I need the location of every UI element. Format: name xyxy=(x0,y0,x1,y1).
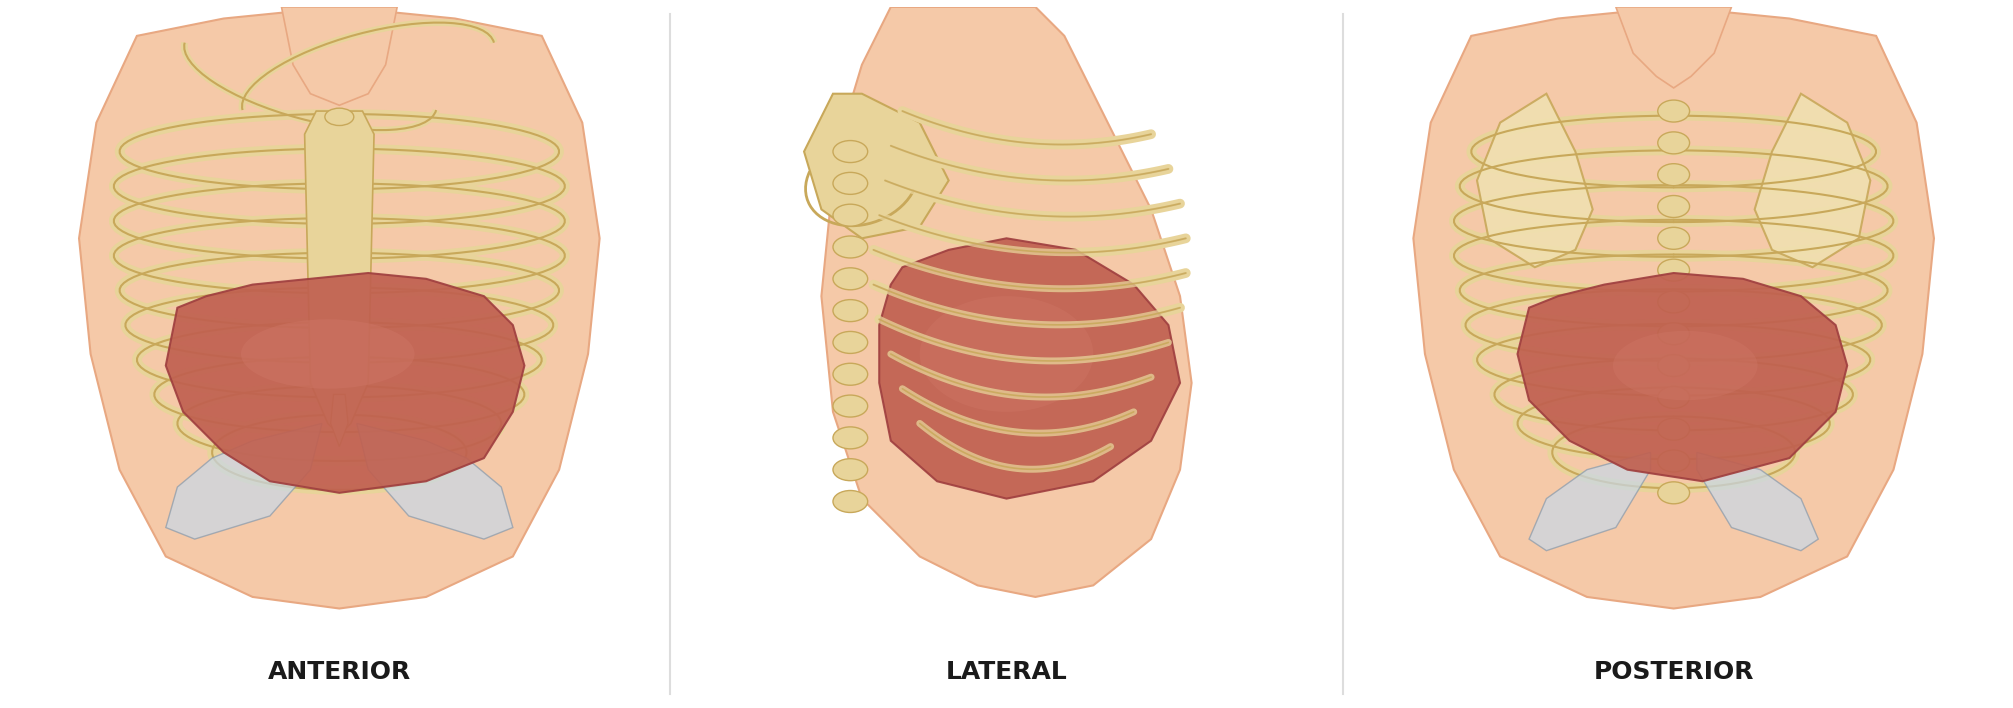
Polygon shape xyxy=(1478,93,1592,267)
Text: LATERAL: LATERAL xyxy=(946,660,1067,684)
Ellipse shape xyxy=(920,296,1093,412)
Ellipse shape xyxy=(1612,331,1757,400)
Ellipse shape xyxy=(1659,355,1689,377)
Ellipse shape xyxy=(1659,259,1689,281)
Polygon shape xyxy=(330,394,348,447)
Polygon shape xyxy=(1530,452,1651,551)
Ellipse shape xyxy=(833,331,868,353)
Ellipse shape xyxy=(833,268,868,290)
Polygon shape xyxy=(356,423,513,539)
Ellipse shape xyxy=(1659,195,1689,217)
Ellipse shape xyxy=(833,141,868,163)
Polygon shape xyxy=(1413,7,1934,608)
Ellipse shape xyxy=(242,319,415,389)
Ellipse shape xyxy=(1659,227,1689,249)
Ellipse shape xyxy=(833,491,868,513)
Ellipse shape xyxy=(833,459,868,481)
Polygon shape xyxy=(1697,452,1818,551)
Ellipse shape xyxy=(833,299,868,321)
Ellipse shape xyxy=(1659,387,1689,409)
Ellipse shape xyxy=(833,363,868,385)
Polygon shape xyxy=(1616,7,1731,88)
Polygon shape xyxy=(1755,93,1870,267)
Polygon shape xyxy=(1518,273,1848,481)
Ellipse shape xyxy=(1659,291,1689,313)
Ellipse shape xyxy=(833,395,868,417)
Text: POSTERIOR: POSTERIOR xyxy=(1594,660,1753,684)
Ellipse shape xyxy=(833,204,868,226)
Ellipse shape xyxy=(1659,100,1689,122)
Ellipse shape xyxy=(1659,482,1689,504)
Polygon shape xyxy=(803,93,948,239)
Ellipse shape xyxy=(1659,418,1689,440)
Polygon shape xyxy=(165,423,322,539)
Ellipse shape xyxy=(1659,323,1689,345)
Ellipse shape xyxy=(833,427,868,449)
Ellipse shape xyxy=(833,172,868,195)
Text: ANTERIOR: ANTERIOR xyxy=(268,660,411,684)
Polygon shape xyxy=(282,7,397,105)
Polygon shape xyxy=(880,239,1180,498)
Polygon shape xyxy=(79,7,600,608)
Polygon shape xyxy=(821,7,1192,597)
Ellipse shape xyxy=(1659,132,1689,154)
Polygon shape xyxy=(165,273,525,493)
Ellipse shape xyxy=(1659,164,1689,185)
Polygon shape xyxy=(304,111,374,435)
Ellipse shape xyxy=(324,108,354,125)
Ellipse shape xyxy=(833,236,868,258)
Ellipse shape xyxy=(1659,450,1689,472)
